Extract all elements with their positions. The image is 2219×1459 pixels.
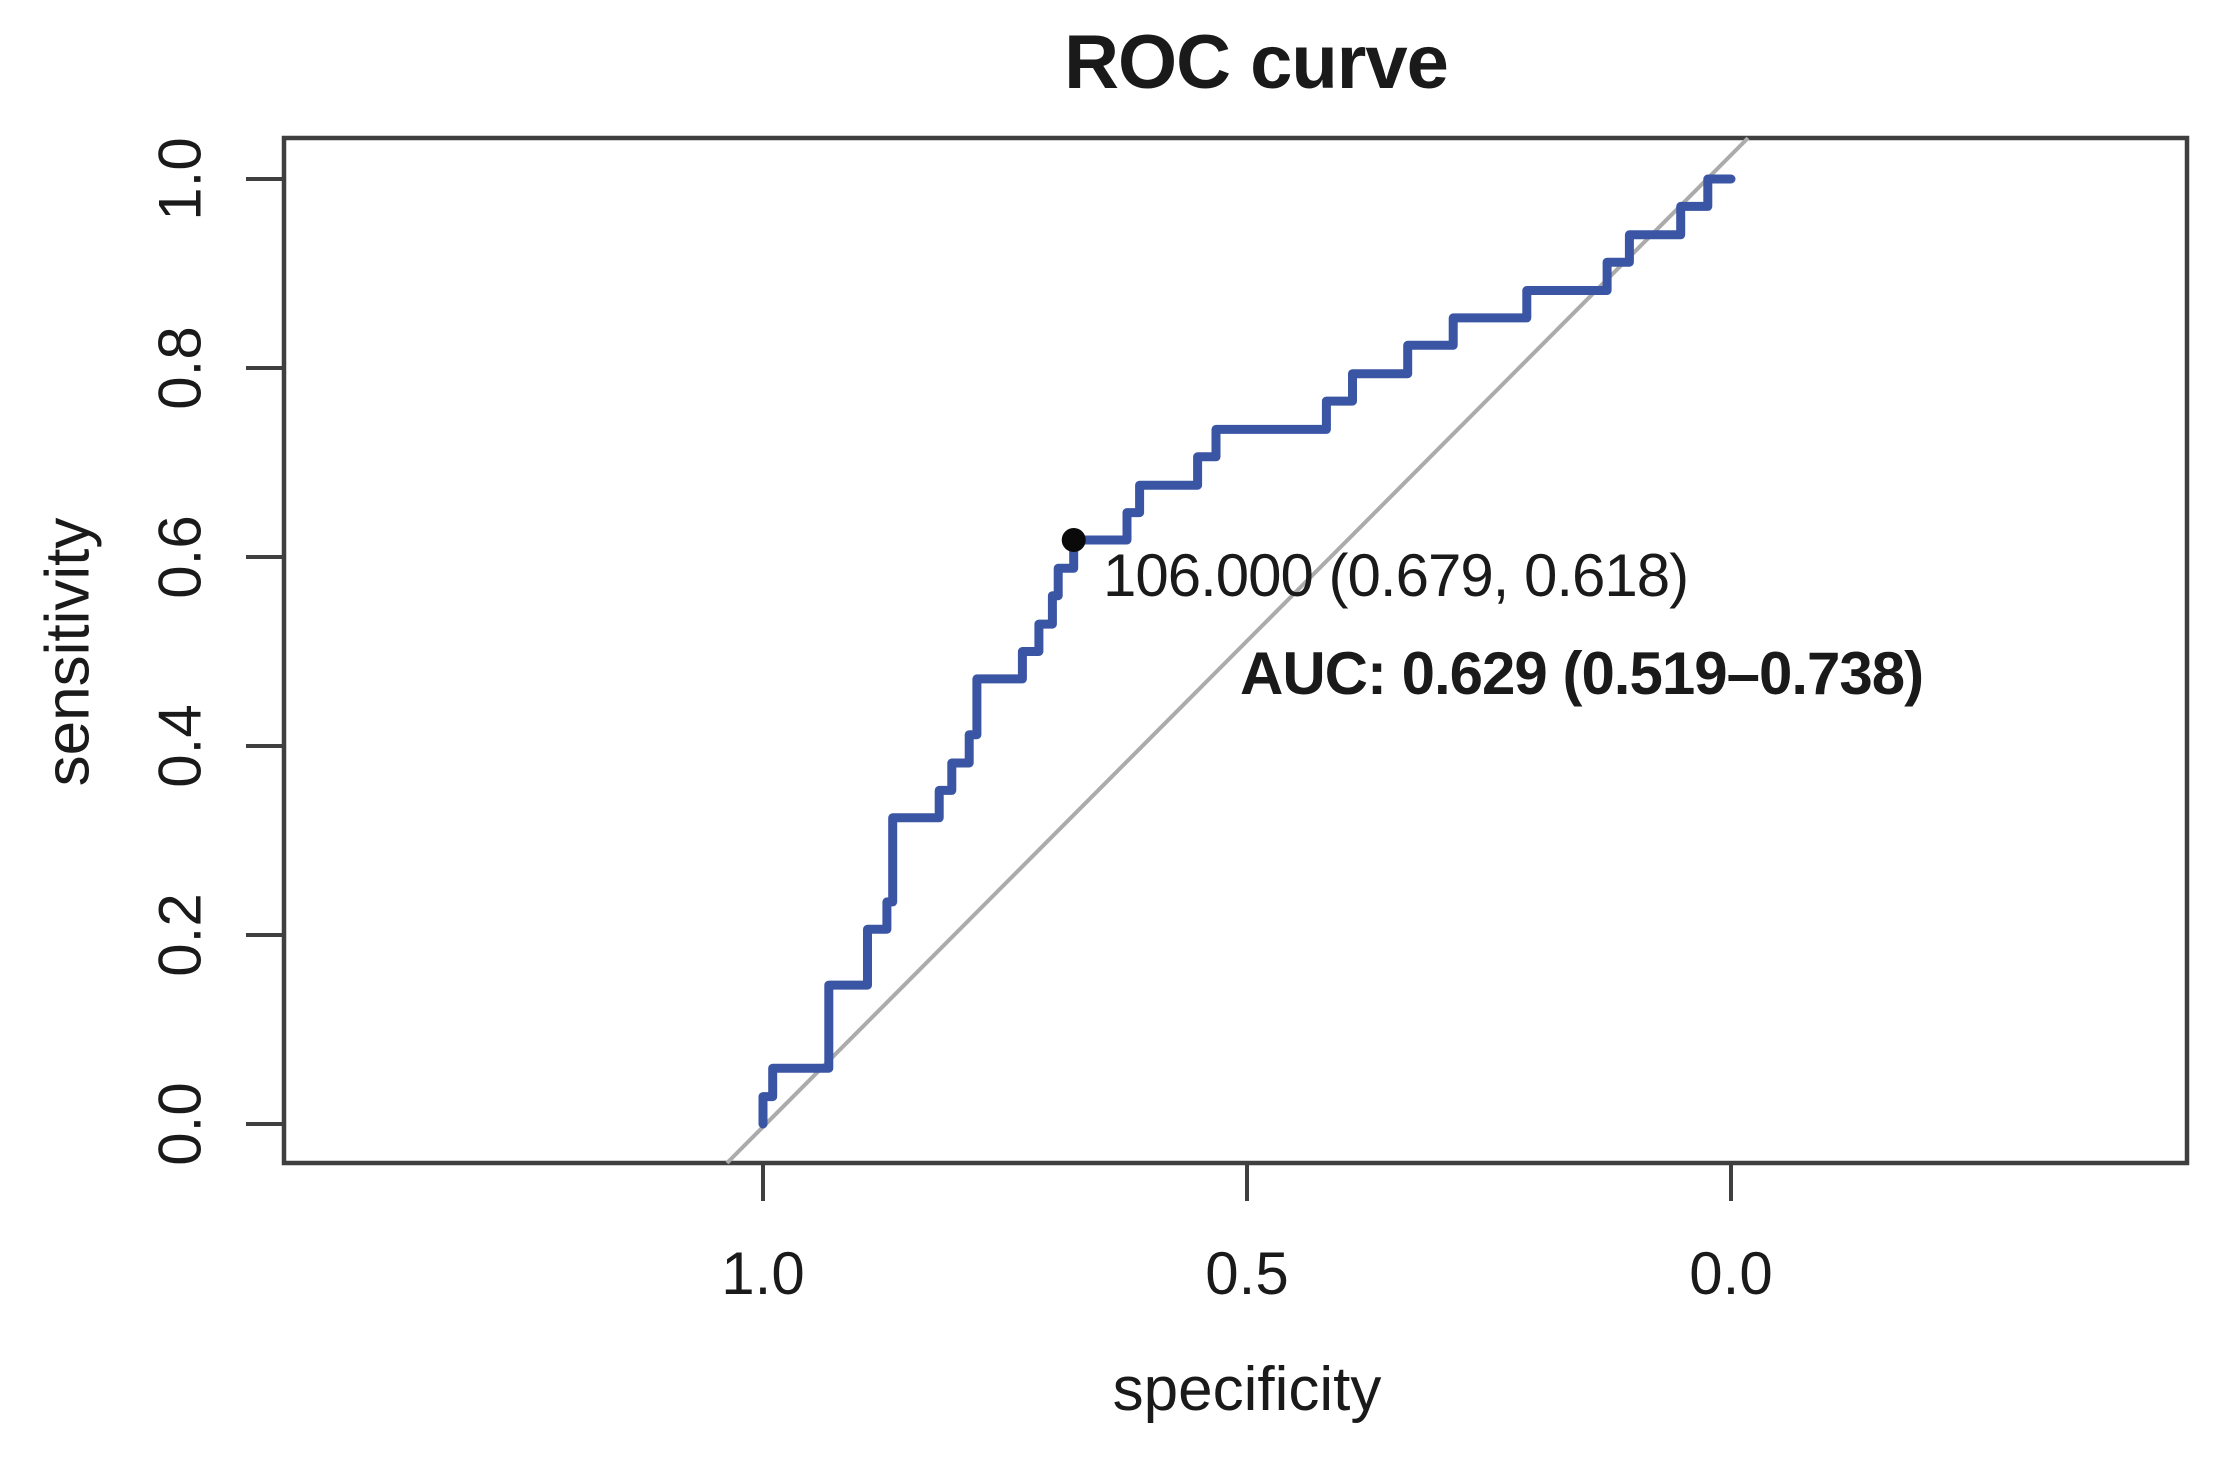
plot-box [281, 135, 2190, 1166]
chance-diagonal-line [725, 136, 1750, 1165]
y-tick-label: 0.4 [147, 704, 214, 787]
x-tick-label: 0.0 [1689, 1240, 1772, 1307]
y-tick-label: 0.0 [147, 1082, 214, 1165]
threshold-point-label: 106.000 (0.679, 0.618) [1103, 542, 1688, 609]
y-tick-label: 0.6 [147, 515, 214, 598]
y-tick-label: 0.8 [147, 326, 214, 409]
chart-title: ROC curve [1064, 20, 1448, 105]
auc-annotation: AUC: 0.629 (0.519–0.738) [1240, 640, 1923, 707]
x-axis-ticks: 1.0 0.5 0.0 [721, 1163, 1773, 1307]
roc-curve-line [758, 174, 1736, 1129]
x-axis-label: specificity [1113, 1355, 1382, 1424]
threshold-point-marker [1061, 527, 1086, 552]
y-axis-label: sensitivity [34, 518, 103, 787]
y-tick-label: 1.0 [147, 137, 214, 220]
y-tick-label: 0.2 [147, 893, 214, 976]
y-axis-ticks: 0.0 0.2 0.4 0.6 0.8 1.0 [147, 137, 284, 1166]
x-tick-label: 1.0 [721, 1240, 804, 1307]
x-tick-label: 0.5 [1205, 1240, 1288, 1307]
